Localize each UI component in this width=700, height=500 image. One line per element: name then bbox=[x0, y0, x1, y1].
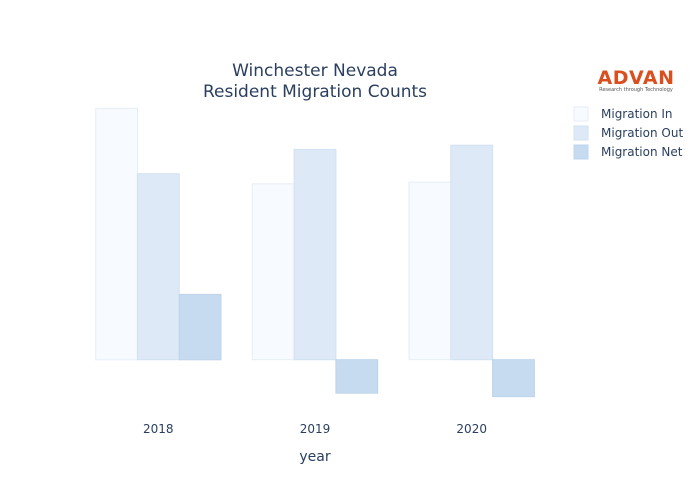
bar-migration-in-2018[interactable] bbox=[95, 107, 138, 361]
bar-migration-in-2019[interactable] bbox=[251, 183, 295, 361]
legend: Migration In Migration Out Migration Net bbox=[573, 106, 683, 160]
chart-title: Winchester Nevada Resident Migration Cou… bbox=[203, 61, 427, 102]
legend-label: Migration In bbox=[601, 107, 673, 121]
chart-title-line-1: Winchester Nevada bbox=[232, 61, 398, 81]
legend-swatch bbox=[573, 106, 589, 122]
legend-label: Migration Out bbox=[601, 126, 683, 140]
chart-title-line-2: Resident Migration Counts bbox=[203, 82, 427, 102]
x-tick-label-2018: 2018 bbox=[143, 422, 174, 436]
x-tick-label-2020: 2020 bbox=[456, 422, 487, 436]
legend-label: Migration Net bbox=[601, 145, 683, 159]
bar-migration-out-2018[interactable] bbox=[136, 173, 180, 361]
legend-swatch bbox=[573, 125, 589, 141]
legend-swatch bbox=[573, 144, 589, 160]
logo-tagline: Research through Technology bbox=[599, 87, 673, 93]
legend-item-migration-in[interactable]: Migration In bbox=[573, 106, 673, 122]
bar-migration-net-2018[interactable] bbox=[178, 293, 222, 361]
bar-migration-out-2020[interactable] bbox=[450, 144, 494, 361]
advan-logo: ADVAN Research through Technology bbox=[598, 67, 675, 93]
logo-text: ADVAN bbox=[598, 67, 675, 89]
bar-migration-net-2020[interactable] bbox=[492, 359, 535, 398]
legend-item-migration-out[interactable]: Migration Out bbox=[573, 125, 683, 141]
x-axis-title: year bbox=[299, 449, 330, 465]
x-tick-label-2019: 2019 bbox=[300, 422, 331, 436]
x-axis-ticks: 2018 2019 2020 bbox=[143, 422, 487, 436]
bar-migration-in-2020[interactable] bbox=[408, 181, 452, 361]
bar-migration-net-2019[interactable] bbox=[335, 359, 379, 394]
bar-migration-out-2019[interactable] bbox=[293, 148, 337, 361]
legend-item-migration-net[interactable]: Migration Net bbox=[573, 144, 683, 160]
plot-area bbox=[95, 107, 535, 398]
